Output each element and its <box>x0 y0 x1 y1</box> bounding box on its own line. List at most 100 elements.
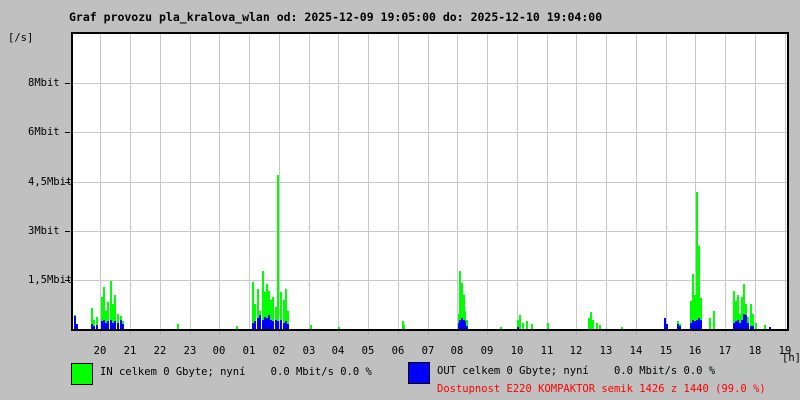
x-axis-label: 20 <box>93 345 107 357</box>
out-traffic-bar <box>666 324 668 329</box>
out-traffic-bar <box>122 324 124 329</box>
out-traffic-bar <box>117 323 119 329</box>
x-axis-label: 02 <box>272 345 286 357</box>
in-traffic-bar <box>262 271 264 329</box>
gridline-vertical <box>576 34 577 329</box>
gridline-vertical <box>338 34 339 329</box>
out-traffic-bar <box>280 320 282 329</box>
gridline-vertical <box>219 34 220 329</box>
x-axis-tick <box>368 331 369 335</box>
gridline-vertical <box>309 34 310 329</box>
in-traffic-bar <box>743 284 745 329</box>
in-traffic-bar <box>694 295 696 329</box>
in-traffic-bar <box>500 327 502 329</box>
x-axis-unit-label: [h] <box>782 352 800 364</box>
in-traffic-bar <box>709 318 711 329</box>
in-traffic-bar <box>112 304 114 329</box>
in-traffic-bar <box>741 297 743 329</box>
out-traffic-bar <box>252 323 254 329</box>
x-axis-label: 17 <box>718 345 732 357</box>
x-axis-tick <box>547 331 548 335</box>
out-traffic-bar <box>285 321 287 329</box>
out-traffic-bar <box>679 326 681 329</box>
gridline-vertical <box>606 34 607 329</box>
in-traffic-bar <box>105 311 107 329</box>
gridline-horizontal <box>73 132 787 133</box>
gridline-vertical <box>725 34 726 329</box>
in-traffic-bar <box>114 295 116 329</box>
out-traffic-bar <box>254 321 256 329</box>
gridline-vertical <box>398 34 399 329</box>
in-traffic-bar <box>285 289 287 329</box>
out-traffic-bar <box>741 320 743 329</box>
gridline-vertical <box>457 34 458 329</box>
x-axis-label: 15 <box>659 345 673 357</box>
out-traffic-bar <box>750 326 752 329</box>
in-traffic-bar <box>690 301 692 329</box>
in-legend-label: IN celkem 0 Gbyte; nyní 0.0 Mbit/s 0.0 % <box>100 366 372 378</box>
in-traffic-bar <box>735 301 737 329</box>
in-traffic-bar <box>755 323 757 329</box>
x-axis-tick <box>100 331 101 335</box>
in-traffic-bar <box>590 312 592 329</box>
in-traffic-bar <box>466 320 468 329</box>
in-traffic-bar <box>177 324 179 329</box>
in-traffic-bar <box>737 295 739 329</box>
out-traffic-bar <box>459 320 461 329</box>
in-traffic-bar <box>277 175 279 329</box>
gridline-vertical <box>666 34 667 329</box>
out-legend-swatch <box>408 362 430 384</box>
in-traffic-bar <box>275 307 277 329</box>
in-traffic-bar <box>700 298 702 329</box>
in-traffic-bar <box>621 327 623 329</box>
x-axis-tick <box>785 331 786 335</box>
gridline-horizontal <box>73 182 787 183</box>
out-traffic-bar <box>262 320 264 329</box>
x-axis-tick <box>398 331 399 335</box>
y-axis-tick <box>65 231 70 232</box>
y-axis-tick <box>65 182 70 183</box>
x-axis-label: 14 <box>629 345 643 357</box>
in-traffic-bar <box>713 311 715 329</box>
x-axis-tick <box>249 331 250 335</box>
out-traffic-bar <box>114 321 116 329</box>
gridline-horizontal <box>73 231 787 232</box>
out-legend-label: OUT celkem 0 Gbyte; nyní 0.0 Mbit/s 0.0 … <box>437 365 716 377</box>
gridline-vertical <box>636 34 637 329</box>
in-traffic-bar <box>588 318 590 329</box>
x-axis-label: 01 <box>242 345 256 357</box>
out-traffic-bar <box>690 323 692 329</box>
x-axis-label: 13 <box>599 345 613 357</box>
in-traffic-bar <box>752 314 754 329</box>
in-traffic-bar <box>531 324 533 329</box>
y-axis-tick <box>65 83 70 84</box>
out-traffic-bar <box>266 318 268 329</box>
in-traffic-bar <box>596 323 598 329</box>
x-axis-tick <box>309 331 310 335</box>
in-traffic-bar <box>268 291 270 329</box>
y-axis-label: 6Mbit <box>28 126 60 138</box>
x-axis-label: 23 <box>183 345 197 357</box>
out-traffic-bar <box>105 323 107 329</box>
x-axis-label: 16 <box>688 345 702 357</box>
gridline-vertical <box>160 34 161 329</box>
out-traffic-bar <box>91 324 93 329</box>
in-traffic-bar <box>266 284 268 329</box>
in-traffic-bar <box>764 325 766 329</box>
x-axis-tick <box>576 331 577 335</box>
gridline-vertical <box>100 34 101 329</box>
gridline-vertical <box>547 34 548 329</box>
y-axis-unit-label: [/s] <box>8 32 34 44</box>
gridline-vertical <box>249 34 250 329</box>
in-traffic-bar <box>459 271 461 329</box>
in-traffic-bar <box>264 292 266 329</box>
out-traffic-bar <box>257 318 259 329</box>
out-traffic-bar <box>517 327 519 329</box>
out-traffic-bar <box>733 323 735 329</box>
in-traffic-bar <box>257 289 259 329</box>
x-axis-label: 08 <box>450 345 464 357</box>
out-traffic-bar <box>739 323 741 329</box>
x-axis-tick <box>666 331 667 335</box>
x-axis-label: 03 <box>302 345 316 357</box>
in-traffic-bar <box>526 321 528 329</box>
